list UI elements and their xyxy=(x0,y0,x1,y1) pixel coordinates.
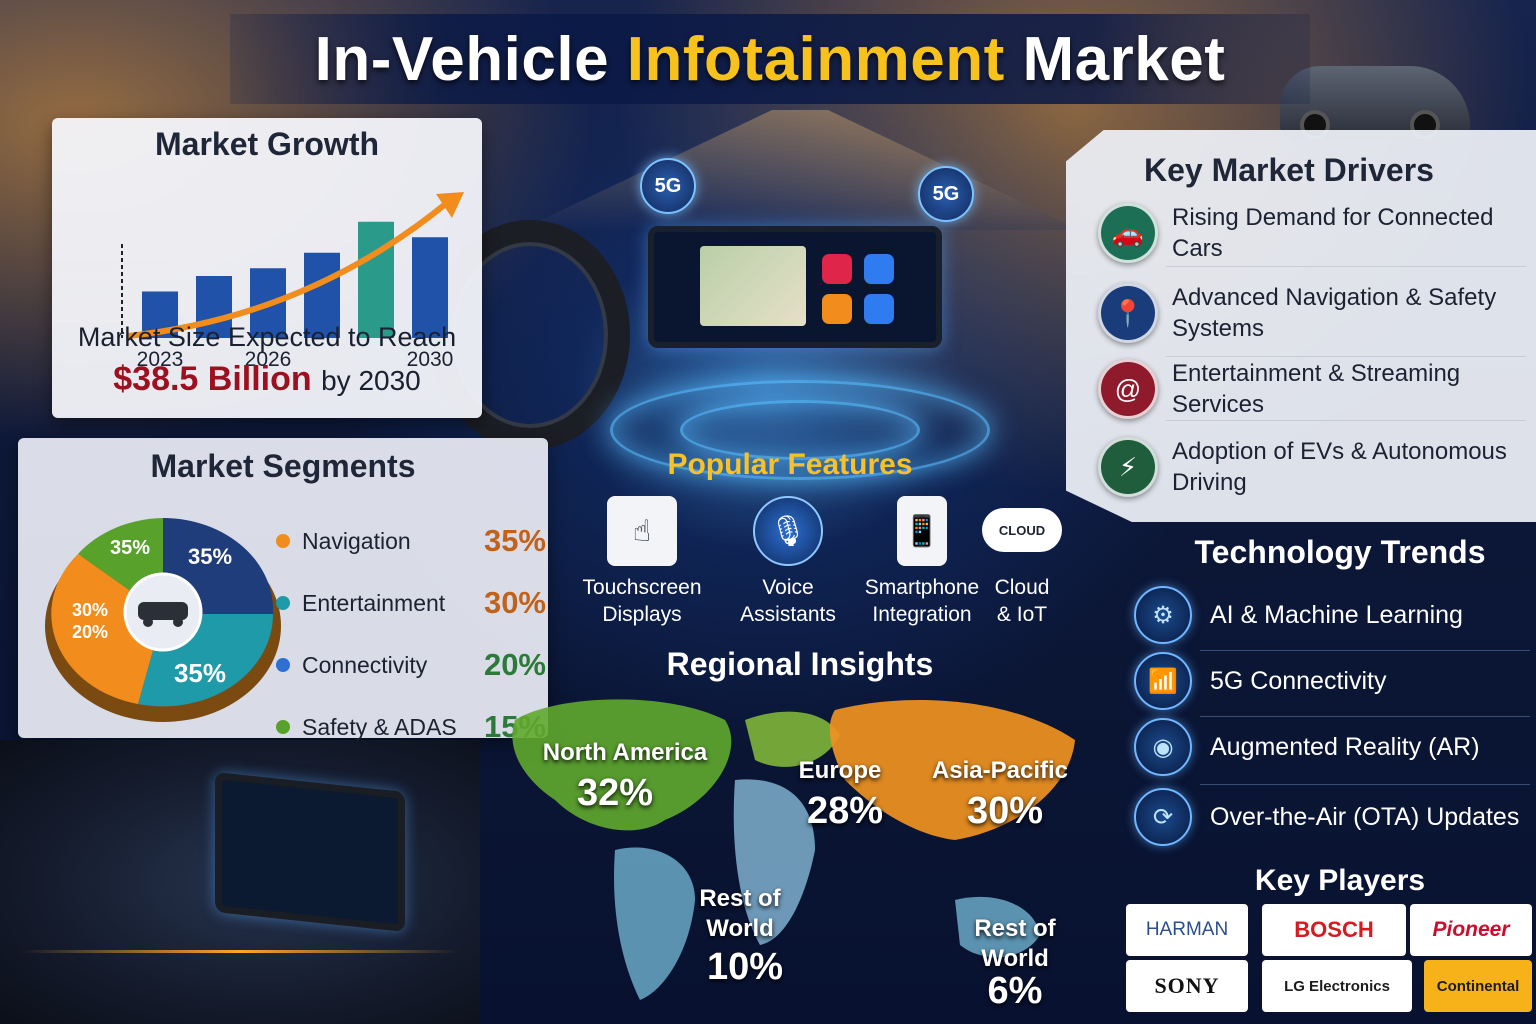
driver-row-entertainment: @ Entertainment & Streaming Services xyxy=(1098,358,1536,420)
market-segments-heading: Market Segments xyxy=(150,448,416,484)
growth-bar xyxy=(358,221,394,338)
feature-smartphone: 📱 Smartphone Integration xyxy=(852,496,992,628)
growth-tick-label: 2023 xyxy=(137,348,184,371)
growth-trend-arrow xyxy=(127,199,450,339)
drivers-heading: Key Market Drivers xyxy=(1144,152,1434,188)
5g-badge-left: 5G xyxy=(640,158,696,214)
ota-update-icon: ⟳ xyxy=(1134,788,1192,846)
segment-row-connectivity: Connectivity 20% xyxy=(276,634,546,696)
regional-insights-heading: Regional Insights xyxy=(666,646,934,682)
region-pct-asia-pacific: 30% xyxy=(966,790,1044,832)
logo-sony: SONY xyxy=(1126,960,1248,1012)
pie-label-green: 35% xyxy=(110,537,150,559)
logo-continental: Continental xyxy=(1424,960,1532,1012)
growth-bar xyxy=(412,237,448,338)
ai-chip-icon: ⚙ xyxy=(1134,586,1192,644)
growth-arrow-head xyxy=(436,192,464,218)
growth-tick-label: 2030 xyxy=(407,348,454,371)
pie-label-navy: 35% xyxy=(188,544,232,569)
feature-voice: 🎙 Voice Assistants xyxy=(718,496,858,628)
region-name-rest-of-world-1: Rest of World xyxy=(699,885,781,942)
logo-bosch: BOSCH xyxy=(1262,904,1406,956)
driver-row-navigation: 📍 Advanced Navigation & Safety Systems xyxy=(1098,282,1536,344)
segment-row-navigation: Navigation 35% xyxy=(276,510,546,572)
driver-tablet-illustration xyxy=(0,740,480,1024)
5g-tower-icon: 📶 xyxy=(1134,652,1192,710)
market-growth-heading: Market Growth xyxy=(154,126,380,162)
dashboard-screen-illustration xyxy=(648,226,942,348)
car-illustration xyxy=(1280,66,1470,140)
feature-touchscreen: ☝ Touchscreen Displays xyxy=(572,496,712,628)
segment-row-entertainment: Entertainment 30% xyxy=(276,572,546,634)
pie-label-teal: 35% xyxy=(174,658,226,688)
legend-dot-green xyxy=(276,720,290,734)
ev-icon: ⚡ xyxy=(1098,437,1158,497)
smartphone-icon: 📱 xyxy=(897,496,947,566)
growth-bar-chart: 2023 2026 2030 xyxy=(121,192,464,371)
segments-pie: 35% 35% 30% 20% 35% xyxy=(38,504,288,724)
hologram-ring xyxy=(610,380,990,480)
cloud-icon: CLOUD xyxy=(982,508,1062,552)
driver-divider xyxy=(1166,356,1526,357)
growth-bar xyxy=(304,252,340,338)
microphone-icon: 🎙 xyxy=(753,496,823,566)
page-title: In-Vehicle Infotainment Market xyxy=(314,24,1226,94)
legend-dot-orange xyxy=(276,534,290,548)
5g-badge-right: 5G xyxy=(918,166,974,222)
legend-dot-blue xyxy=(276,658,290,672)
tech-divider xyxy=(1200,650,1530,651)
market-size-text: Market Size Expected to Reach xyxy=(77,322,457,352)
pie-slice-orange xyxy=(51,554,163,704)
driver-divider xyxy=(1166,266,1526,267)
logo-lg-electronics: LG Electronics xyxy=(1262,960,1412,1012)
tech-divider xyxy=(1200,716,1530,717)
pie-label-orange-a: 30% xyxy=(72,600,108,620)
region-pct-rest-of-world-1: 10% xyxy=(706,946,784,988)
region-name-europe: Europe xyxy=(798,757,882,784)
tech-divider xyxy=(1200,784,1530,785)
location-pin-icon: 📍 xyxy=(1098,283,1158,343)
logo-pioneer: Pioneer xyxy=(1410,904,1532,956)
car-icon: 🚗 xyxy=(1098,203,1158,263)
world-map-illustration xyxy=(512,699,1075,1000)
ar-headset-icon: ◉ xyxy=(1134,718,1192,776)
market-size-amount: $38.5 Billion by 2030 xyxy=(113,360,421,398)
growth-bar xyxy=(196,276,232,338)
growth-tick-label: 2026 xyxy=(245,348,292,371)
tech-row-ai: ⚙ AI & Machine Learning xyxy=(1134,584,1534,646)
tech-row-ar: ◉ Augmented Reality (AR) xyxy=(1134,716,1534,778)
segments-legend: Navigation 35% Entertainment 30% Connect… xyxy=(276,510,546,758)
tech-row-ota: ⟳ Over-the-Air (OTA) Updates xyxy=(1134,786,1534,848)
touchscreen-icon: ☝ xyxy=(607,496,677,566)
driver-row-ev: ⚡ Adoption of EVs & Autonomous Driving xyxy=(1098,436,1536,498)
market-segments-panel: Market Segments 35% 35% 30% 20% 35% Navi… xyxy=(18,438,548,744)
market-growth-panel: Market Growth 2023 2026 2030 Market Size E… xyxy=(52,118,482,418)
region-name-rest-of-world-2: Rest of World xyxy=(974,915,1056,972)
feature-cloud: CLOUD Cloud & IoT xyxy=(972,496,1072,628)
title-bar: In-Vehicle Infotainment Market xyxy=(230,14,1310,104)
driver-divider xyxy=(1166,420,1526,421)
region-pct-europe: 28% xyxy=(806,790,884,832)
key-players-heading: Key Players xyxy=(1254,864,1426,897)
region-name-north-america: North America xyxy=(542,739,708,766)
region-name-asia-pacific: Asia-Pacific xyxy=(931,757,1069,784)
legend-dot-teal xyxy=(276,596,290,610)
logo-harman: HARMAN xyxy=(1126,904,1248,956)
tech-row-5g: 📶 5G Connectivity xyxy=(1134,650,1534,712)
tablet-screen-illustration xyxy=(215,772,405,932)
popular-features-heading: Popular Features xyxy=(667,448,913,481)
region-pct-north-america: 32% xyxy=(576,772,654,814)
driver-row-connected-cars: 🚗 Rising Demand for Connected Cars xyxy=(1098,202,1536,264)
hologram-ring-inner xyxy=(680,400,920,460)
region-pct-rest-of-world-2: 6% xyxy=(987,970,1043,1012)
pie-label-orange-b: 20% xyxy=(72,622,108,642)
technology-trends-heading: Technology Trends xyxy=(1194,534,1486,570)
streaming-icon: @ xyxy=(1098,359,1158,419)
